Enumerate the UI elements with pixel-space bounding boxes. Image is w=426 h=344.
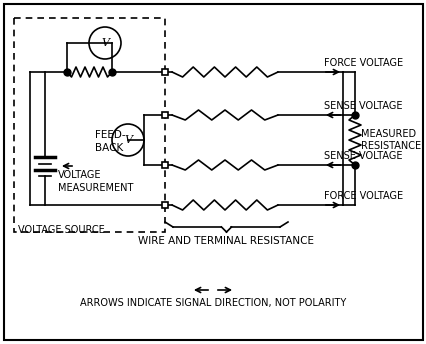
Text: V: V [101, 38, 109, 48]
Text: FORCE VOLTAGE: FORCE VOLTAGE [323, 58, 402, 68]
Bar [161, 202, 167, 208]
Text: FORCE VOLTAGE: FORCE VOLTAGE [323, 191, 402, 201]
Text: VOLTAGE SOURCE: VOLTAGE SOURCE [18, 225, 104, 235]
Bar [161, 112, 167, 118]
Text: WIRE AND TERMINAL RESISTANCE: WIRE AND TERMINAL RESISTANCE [138, 236, 314, 246]
Text: SENSE VOLTAGE: SENSE VOLTAGE [323, 151, 402, 161]
Text: SENSE VOLTAGE: SENSE VOLTAGE [323, 101, 402, 111]
Text: ARROWS INDICATE SIGNAL DIRECTION, NOT POLARITY: ARROWS INDICATE SIGNAL DIRECTION, NOT PO… [80, 298, 345, 308]
Text: MEASURED
RESISTANCE: MEASURED RESISTANCE [360, 129, 420, 151]
Text: VOLTAGE
MEASUREMENT: VOLTAGE MEASUREMENT [58, 170, 133, 193]
Bar [14, 18, 164, 232]
Text: FEED-
BACK: FEED- BACK [95, 130, 125, 153]
Text: V: V [124, 135, 132, 145]
Bar [161, 162, 167, 168]
Bar [161, 69, 167, 75]
